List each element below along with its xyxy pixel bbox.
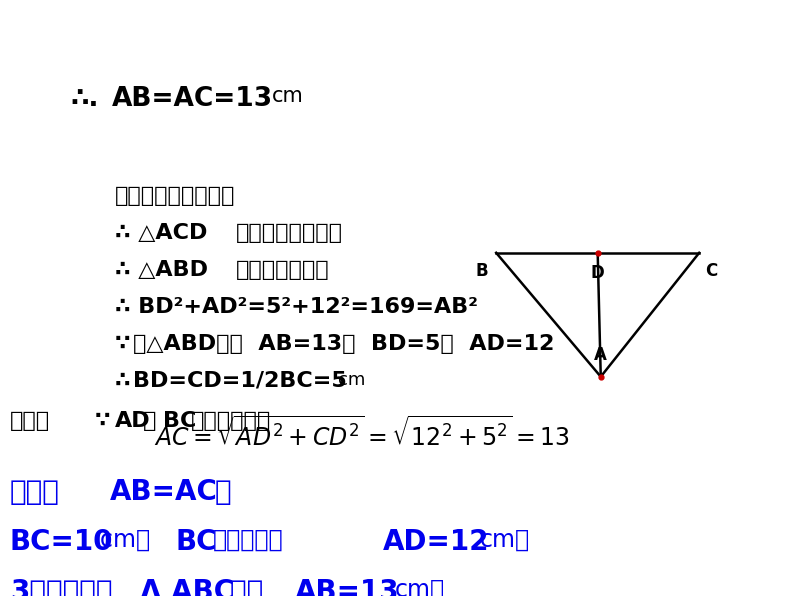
Text: cm: cm <box>272 86 304 106</box>
Text: cm，: cm， <box>100 528 165 552</box>
Text: Δ ABC: Δ ABC <box>140 578 234 596</box>
Text: B: B <box>476 262 488 280</box>
Text: 边上的中线: 边上的中线 <box>213 528 283 552</box>
Text: 中，: 中， <box>230 578 283 596</box>
Text: AB=13: AB=13 <box>295 578 399 596</box>
Text: 3、如图：在: 3、如图：在 <box>10 578 113 596</box>
Text: AD=12: AD=12 <box>383 528 489 556</box>
Text: ∴.: ∴. <box>70 86 98 112</box>
Text: ∴ △ABD: ∴ △ABD <box>115 260 208 280</box>
Text: cm，: cm， <box>480 528 530 552</box>
Text: 是: 是 <box>143 411 156 431</box>
Text: AB=AC: AB=AC <box>110 478 218 506</box>
Text: 是直角三角形。: 是直角三角形。 <box>236 260 330 280</box>
Text: BD=CD=1/2BC=5: BD=CD=1/2BC=5 <box>133 371 347 391</box>
Text: 根据勾股定理得到：: 根据勾股定理得到： <box>115 186 235 206</box>
Text: AB=AC=13: AB=AC=13 <box>112 86 273 112</box>
Text: cm，: cm， <box>395 578 445 596</box>
Text: 边上的中线，: 边上的中线， <box>191 411 272 431</box>
Text: cm: cm <box>338 371 365 389</box>
Text: 也是直角三角形。: 也是直角三角形。 <box>236 223 343 243</box>
Text: ∴: ∴ <box>115 371 130 391</box>
Text: 证明：: 证明： <box>10 411 50 431</box>
Text: $AC = \sqrt{AD^2+CD^2} = \sqrt{12^2+5^2} = 13$: $AC = \sqrt{AD^2+CD^2} = \sqrt{12^2+5^2}… <box>153 417 569 452</box>
Text: AD: AD <box>115 411 151 431</box>
Text: BC=10: BC=10 <box>10 528 114 556</box>
Text: BC: BC <box>175 528 217 556</box>
Text: ∵: ∵ <box>95 411 110 431</box>
Text: ∵: ∵ <box>115 334 130 354</box>
Text: BC: BC <box>163 411 196 431</box>
Text: A: A <box>595 346 607 364</box>
Text: D: D <box>591 263 604 281</box>
Text: 在△ABD中，  AB=13，  BD=5，  AD=12: 在△ABD中， AB=13， BD=5， AD=12 <box>133 334 554 354</box>
Text: C: C <box>705 262 718 280</box>
Text: ∴ △ACD: ∴ △ACD <box>115 223 207 243</box>
Text: ∴ BD²+AD²=5²+12²=169=AB²: ∴ BD²+AD²=5²+12²=169=AB² <box>115 297 478 317</box>
Text: 。: 。 <box>215 478 232 506</box>
Text: 求证：: 求证： <box>10 478 60 506</box>
